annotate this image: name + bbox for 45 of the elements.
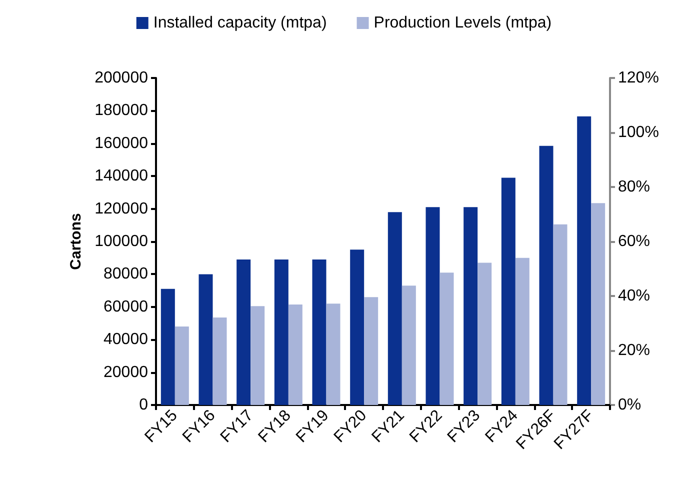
bar [288,304,302,405]
bar [478,262,492,405]
bar [236,259,251,405]
y-tick-label: 80000 [104,266,148,283]
y2-tick-label: 120% [618,70,659,86]
y-tick-label: 200000 [94,70,148,86]
bar [312,259,326,405]
bar [250,306,265,405]
bar [274,259,288,405]
y-axis-title: Cartons [68,213,85,270]
legend-label: Production Levels (mtpa) [374,14,552,32]
bar [577,116,592,405]
bar [174,326,189,405]
y2-tick-label: 40% [618,288,650,304]
bar [440,272,454,405]
bar [364,297,378,405]
y-tick-label: 180000 [94,102,148,120]
y2-tick-label: 20% [618,342,650,359]
y-tick-label: 60000 [104,298,148,316]
bar [501,178,516,405]
bar [350,250,364,405]
bar [388,212,402,405]
bar [212,318,227,405]
y-tick-label: 40000 [104,331,148,348]
y2-tick-label: 0% [618,396,642,414]
bar [515,258,530,405]
legend-label: Installed capacity (mtpa) [153,14,327,32]
bar [160,288,175,405]
y2-tick-label: 80% [618,178,650,196]
bar [539,146,554,405]
y2-tick-label: 100% [618,124,659,141]
bar [402,286,416,405]
y2-tick-label: 60% [618,233,650,250]
bar [198,274,213,405]
bar [464,207,478,405]
y-tick-label: 120000 [94,200,148,218]
bar [591,203,606,405]
y-tick-label: 0 [139,396,148,414]
bar [326,304,340,405]
bar [426,207,440,405]
y-tick-label: 20000 [104,364,148,381]
y-tick-label: 140000 [94,168,148,185]
y-tick-label: 100000 [94,233,148,250]
bar [553,224,568,405]
y-tick-label: 160000 [94,134,148,152]
